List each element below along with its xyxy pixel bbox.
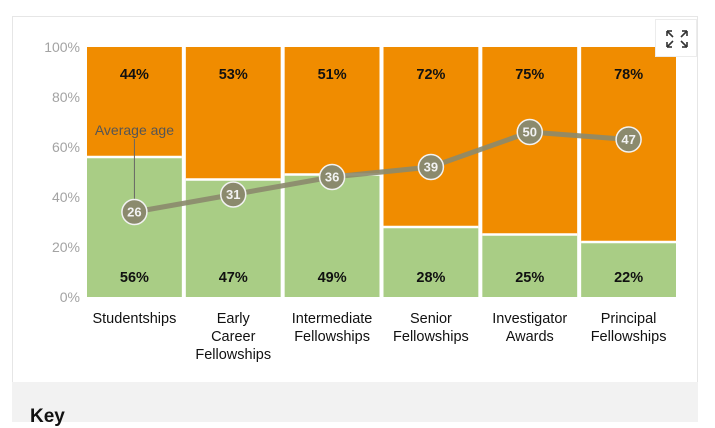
expand-arrows-icon [666, 30, 688, 48]
expand-button[interactable] [655, 19, 697, 57]
upper-value-label: 51% [318, 67, 347, 83]
upper-value-label: 75% [515, 67, 544, 83]
age-point [417, 153, 445, 181]
lower-value-label: 28% [416, 270, 445, 286]
upper-value-label: 44% [120, 67, 149, 83]
category-label: Principal [601, 311, 657, 327]
age-point [220, 181, 247, 208]
age-point-label: 36 [325, 170, 339, 185]
age-point [121, 198, 148, 226]
key-title: Key [30, 406, 65, 427]
bar-lower [383, 227, 479, 297]
y-tick-label: 100% [44, 39, 80, 55]
category-label: Awards [506, 329, 554, 345]
y-tick-label: 0% [60, 289, 80, 305]
upper-value-label: 72% [416, 67, 445, 83]
y-tick-label: 40% [52, 189, 80, 205]
average-age-annotation: Average age [95, 122, 174, 138]
category-label: Intermediate [292, 311, 373, 327]
category-label: Fellowships [195, 347, 271, 363]
category-label: Early [217, 311, 251, 327]
age-point-label: 39 [424, 160, 438, 175]
category-label: Studentships [92, 311, 176, 327]
upper-value-label: 53% [219, 67, 248, 83]
age-point-label: 26 [127, 205, 141, 220]
lower-value-label: 47% [219, 270, 248, 286]
key-panel: Key [12, 382, 698, 427]
age-point [318, 163, 346, 191]
category-label: Fellowships [393, 329, 469, 345]
bar-upper [383, 47, 479, 227]
age-point-label: 50 [523, 125, 537, 140]
bar-upper [185, 47, 281, 180]
lower-value-label: 49% [318, 270, 347, 286]
age-point [516, 118, 543, 146]
upper-value-label: 78% [614, 67, 643, 83]
category-label: Fellowships [294, 329, 370, 345]
category-label: Investigator [492, 311, 567, 327]
bar-upper [87, 47, 182, 157]
lower-value-label: 22% [614, 270, 643, 286]
y-tick-label: 80% [52, 89, 80, 105]
category-label: Fellowships [591, 329, 667, 345]
category-label: Senior [410, 311, 452, 327]
lower-value-label: 25% [515, 270, 544, 286]
average-age-line [133, 129, 629, 215]
age-point-label: 47 [621, 132, 635, 147]
category-label: Career [211, 329, 255, 345]
bar-upper [284, 47, 380, 175]
bar-lower [284, 174, 380, 297]
age-point-label: 31 [226, 187, 240, 202]
lower-value-label: 56% [120, 270, 149, 286]
y-tick-label: 60% [52, 139, 80, 155]
bar-lower [581, 242, 676, 297]
bar-lower [482, 234, 578, 297]
age-point [615, 126, 642, 153]
y-tick-label: 20% [52, 239, 80, 255]
